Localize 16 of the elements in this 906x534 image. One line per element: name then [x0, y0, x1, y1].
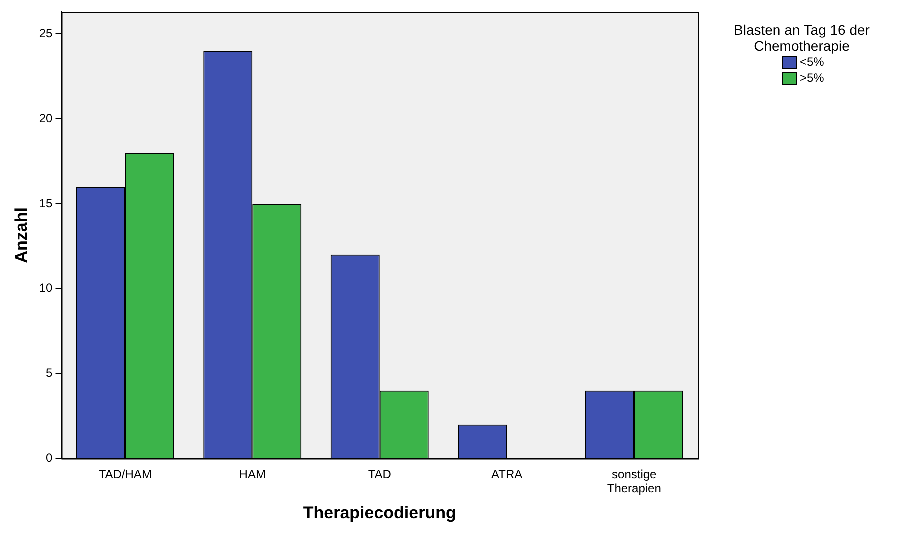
x-tick-label: HAM	[239, 467, 266, 482]
x-tick-label: TAD/HAM	[98, 467, 152, 482]
y-tick-label: 5	[46, 366, 54, 380]
y-tick-label: 15	[39, 196, 54, 210]
x-tick-label: TAD	[368, 467, 392, 482]
y-tick-label: 20	[39, 111, 54, 126]
y-tick-label: 10	[39, 281, 54, 296]
legend-title: Blasten an Tag 16 der Chemotherapie	[733, 22, 871, 54]
y-tick-label: 25	[39, 26, 54, 40]
x-tick-label: ATRA	[492, 467, 523, 482]
y-tick-label: 0	[46, 451, 54, 466]
y-axis-title: Anzahl	[12, 208, 31, 264]
x-tick-label: sonstige Therapien	[607, 467, 662, 496]
legend-label: <5%	[800, 55, 824, 69]
x-axis-title: Therapiecodierung	[303, 503, 456, 522]
legend-label: >5%	[800, 71, 824, 85]
